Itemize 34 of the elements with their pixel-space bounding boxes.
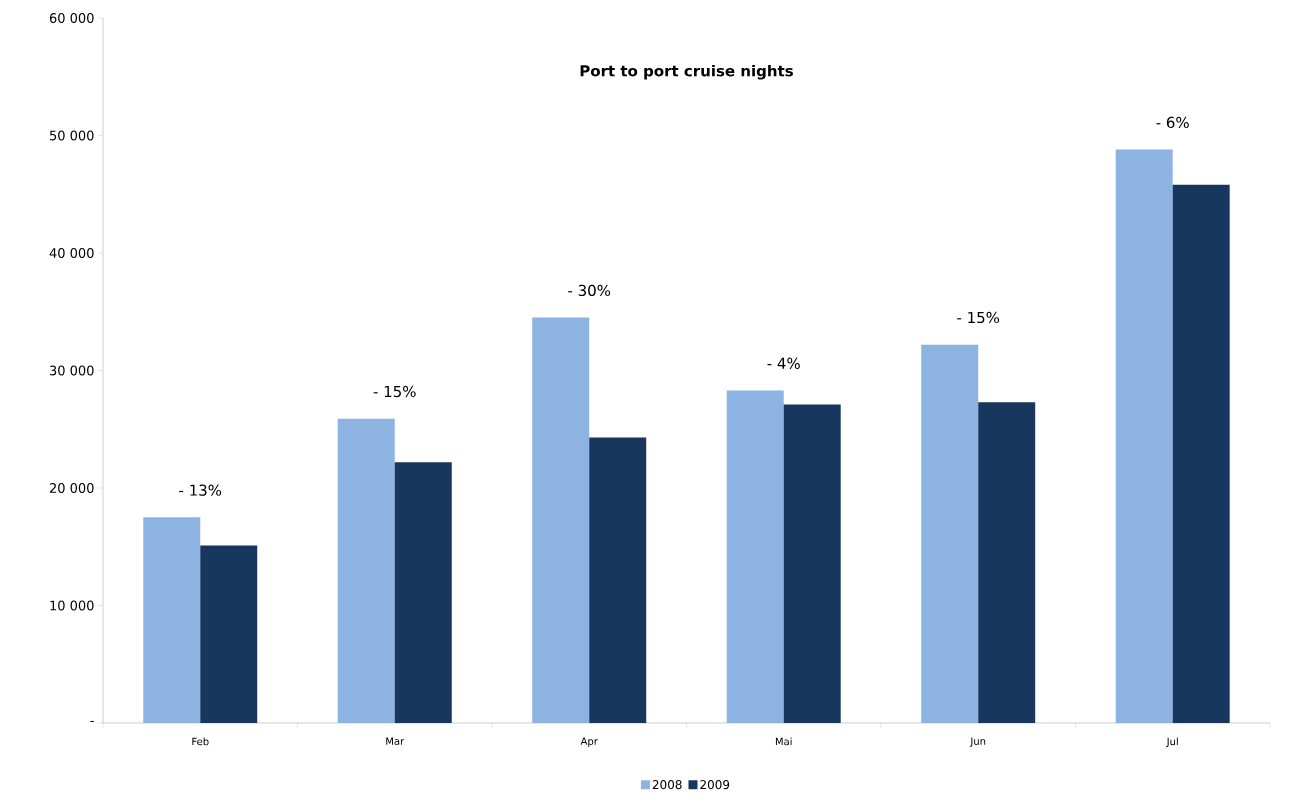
y-tick-label: 10 000 xyxy=(50,600,94,611)
annotation: - 15% xyxy=(373,385,416,398)
bar xyxy=(921,344,979,723)
bar xyxy=(532,317,590,723)
y-tick-label: 40 000 xyxy=(49,248,94,258)
bar xyxy=(783,404,841,723)
x-tick-label: Apr xyxy=(580,737,598,747)
annotation: - 15% xyxy=(957,311,1000,324)
x-tick-label: Jun xyxy=(969,737,986,747)
y-tick-label: 20 000 xyxy=(49,483,94,493)
bar xyxy=(143,517,201,723)
annotation: - 6% xyxy=(1156,116,1189,129)
bar xyxy=(1115,149,1173,723)
bar xyxy=(1172,184,1230,723)
legend-label: 2008 xyxy=(652,780,682,790)
y-tick-label: 60 000 xyxy=(49,13,94,23)
y-tick-label: 50 000 xyxy=(49,130,94,141)
y-tick-label: 30 000 xyxy=(49,365,94,376)
x-tick-label: Mai xyxy=(775,737,792,746)
x-tick-label: Feb xyxy=(192,737,209,746)
bar xyxy=(337,418,395,723)
x-tick-label: Jul xyxy=(1166,737,1178,748)
bar xyxy=(726,390,784,723)
annotation: - 30% xyxy=(568,284,611,297)
bar xyxy=(978,402,1036,723)
y-tick-label: - xyxy=(90,720,94,722)
annotation: - 13% xyxy=(179,484,222,496)
text: Port to port cruise nights xyxy=(580,64,793,80)
bar xyxy=(394,462,452,723)
bar xyxy=(200,545,258,723)
x-tick-label: Mar xyxy=(386,737,405,745)
bar xyxy=(589,437,647,723)
legend-label: 2009 xyxy=(700,780,730,790)
annotation: - 4% xyxy=(767,357,800,369)
